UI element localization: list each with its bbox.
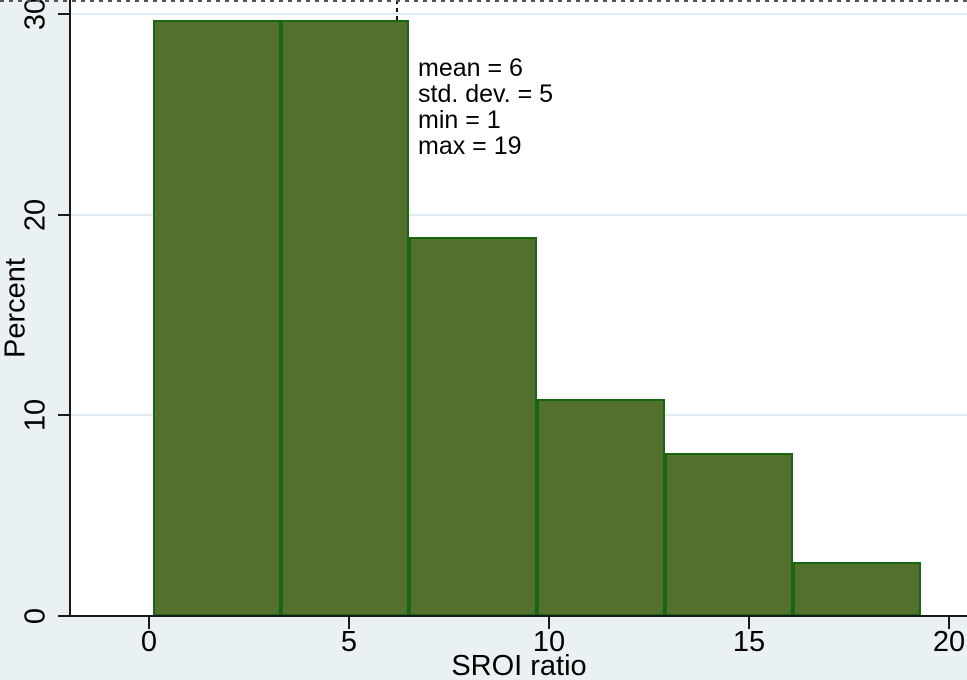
x-axis-line	[71, 615, 967, 617]
y-tick-label-30: 30	[19, 0, 52, 31]
histogram-bar	[153, 20, 281, 616]
y-tick-0	[58, 615, 71, 617]
histogram-bar	[793, 561, 921, 616]
histogram-bar	[537, 399, 665, 616]
gridline-y-30	[71, 13, 967, 16]
x-tick-0	[148, 616, 150, 629]
y-tick-label-10: 10	[19, 399, 52, 432]
x-tick-label-20: 20	[932, 626, 966, 658]
x-axis-title: SROI ratio	[451, 650, 587, 680]
stats-line: min = 1	[418, 106, 501, 134]
y-axis-line	[69, 0, 71, 617]
gridline-y-20	[71, 213, 967, 216]
stats-line: mean = 6	[418, 54, 523, 82]
x-tick-10	[548, 616, 550, 629]
cropped-top-dashed-border	[0, 0, 967, 2]
x-tick-5	[348, 616, 350, 629]
y-axis-title: Percent	[0, 258, 32, 358]
x-tick-label-10: 10	[532, 626, 566, 658]
stats-line: std. dev. = 5	[418, 80, 554, 108]
y-tick-label-20: 20	[19, 198, 52, 231]
mean-reference-line	[396, 0, 398, 25]
stats-line: max = 19	[418, 132, 522, 160]
y-tick-30	[58, 13, 71, 16]
x-tick-20	[948, 616, 950, 629]
x-tick-label-5: 5	[340, 626, 358, 658]
y-tick-20	[58, 213, 71, 216]
x-tick-label-0: 0	[140, 626, 158, 658]
y-tick-label-0: 0	[19, 607, 52, 625]
y-tick-10	[58, 414, 71, 417]
x-tick-label-15: 15	[732, 626, 766, 658]
histogram-bar	[281, 20, 409, 616]
x-tick-15	[748, 616, 750, 629]
summary-stats-annotation: mean = 6 std. dev. = 5 min = 1 max = 19	[418, 55, 553, 159]
histogram-bar	[409, 236, 537, 616]
histogram-bar	[665, 453, 793, 616]
